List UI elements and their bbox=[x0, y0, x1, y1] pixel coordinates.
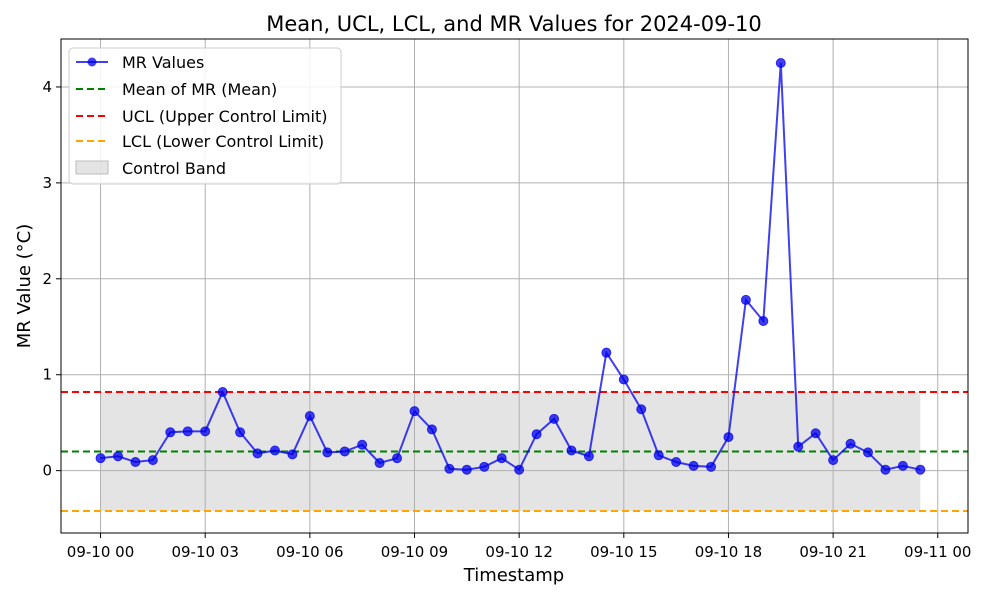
mr-data-point bbox=[845, 438, 856, 449]
mr-data-point bbox=[165, 427, 176, 438]
mr-data-point bbox=[304, 410, 315, 421]
mr-data-point bbox=[531, 429, 542, 440]
x-axis-ticks: 09-10 00 09-10 03 09-10 06 09-10 09 09-10 12… bbox=[67, 533, 971, 561]
mr-data-point bbox=[252, 448, 263, 459]
mr-data-point bbox=[322, 447, 333, 458]
legend-label: Mean of MR (Mean) bbox=[122, 80, 277, 99]
mr-data-point bbox=[496, 453, 507, 464]
mr-series-layer bbox=[95, 57, 926, 475]
x-tick-label: 09-10 21 bbox=[799, 543, 866, 561]
mr-data-point bbox=[897, 460, 908, 471]
mr-data-point bbox=[444, 463, 455, 474]
mr-data-point bbox=[235, 427, 246, 438]
mr-data-point bbox=[601, 347, 612, 358]
legend: MR Values Mean of MR (Mean) UCL (Upper Con… bbox=[68, 47, 342, 185]
mr-data-point bbox=[671, 457, 682, 468]
mr-data-point bbox=[810, 428, 821, 439]
control-lines-layer bbox=[61, 390, 968, 512]
mr-data-point bbox=[723, 432, 734, 443]
y-tick-label: 2 bbox=[42, 270, 52, 288]
mr-data-point bbox=[409, 406, 420, 417]
mr-data-point bbox=[287, 449, 298, 460]
x-tick-label: 09-10 12 bbox=[485, 543, 552, 561]
legend-handle-band bbox=[75, 160, 109, 175]
mr-data-point bbox=[426, 424, 437, 435]
x-tick-label: 09-10 09 bbox=[381, 543, 448, 561]
mr-data-point bbox=[915, 464, 926, 475]
mr-data-point bbox=[566, 445, 577, 456]
x-tick-label: 09-11 00 bbox=[904, 543, 971, 561]
mr-data-point bbox=[828, 455, 839, 466]
y-tick-label: 0 bbox=[42, 462, 52, 480]
x-tick-label: 09-10 18 bbox=[695, 543, 762, 561]
mr-data-point bbox=[130, 457, 141, 468]
y-axis-ticks: 0 1 2 3 4 bbox=[42, 78, 61, 480]
mr-data-point bbox=[479, 461, 490, 472]
chart-title: Mean, UCL, LCL, and MR Values for 2024-0… bbox=[266, 12, 762, 36]
x-tick-label: 09-10 06 bbox=[276, 543, 343, 561]
legend-label: LCL (Lower Control Limit) bbox=[122, 132, 324, 151]
legend-box bbox=[68, 47, 342, 185]
legend-label: Control Band bbox=[122, 159, 226, 178]
mr-data-point bbox=[688, 460, 699, 471]
mr-data-point bbox=[618, 374, 629, 385]
x-tick-label: 09-10 15 bbox=[590, 543, 657, 561]
plot-frame bbox=[60, 38, 969, 534]
x-tick-label: 09-10 00 bbox=[67, 543, 134, 561]
mr-data-point bbox=[880, 464, 891, 475]
mr-data-point bbox=[862, 447, 873, 458]
mr-data-point bbox=[793, 441, 804, 452]
mr-data-point bbox=[339, 446, 350, 457]
mr-data-point bbox=[392, 453, 403, 464]
x-tick-label: 09-10 03 bbox=[171, 543, 238, 561]
mr-data-point bbox=[217, 386, 228, 397]
mr-data-point bbox=[583, 451, 594, 462]
mr-data-point bbox=[636, 404, 647, 415]
y-tick-label: 3 bbox=[42, 174, 52, 192]
mr-data-point bbox=[112, 451, 123, 462]
mr-data-point bbox=[758, 316, 769, 327]
mr-data-point bbox=[357, 439, 368, 450]
mr-data-point bbox=[374, 457, 385, 468]
x-axis-label: Timestamp bbox=[463, 565, 564, 586]
mr-data-point bbox=[740, 294, 751, 305]
mr-data-point bbox=[706, 461, 717, 472]
legend-label: UCL (Upper Control Limit) bbox=[122, 107, 327, 126]
mr-data-point bbox=[200, 426, 211, 437]
y-tick-label: 1 bbox=[42, 366, 52, 384]
mr-data-point bbox=[461, 464, 472, 475]
y-tick-label: 4 bbox=[42, 78, 52, 96]
mr-values-line bbox=[100, 62, 921, 472]
mr-data-point bbox=[514, 464, 525, 475]
y-axis-label: MR Value (°C) bbox=[14, 224, 35, 349]
mr-data-point bbox=[549, 413, 560, 424]
mr-data-point bbox=[269, 445, 280, 456]
mr-data-point bbox=[182, 426, 193, 437]
mr-data-point bbox=[95, 453, 106, 464]
mr-data-point bbox=[147, 455, 158, 466]
mr-data-point bbox=[653, 450, 664, 461]
legend-label: MR Values bbox=[122, 53, 204, 72]
legend-marker-mr bbox=[87, 57, 97, 67]
mr-data-point bbox=[775, 57, 786, 68]
